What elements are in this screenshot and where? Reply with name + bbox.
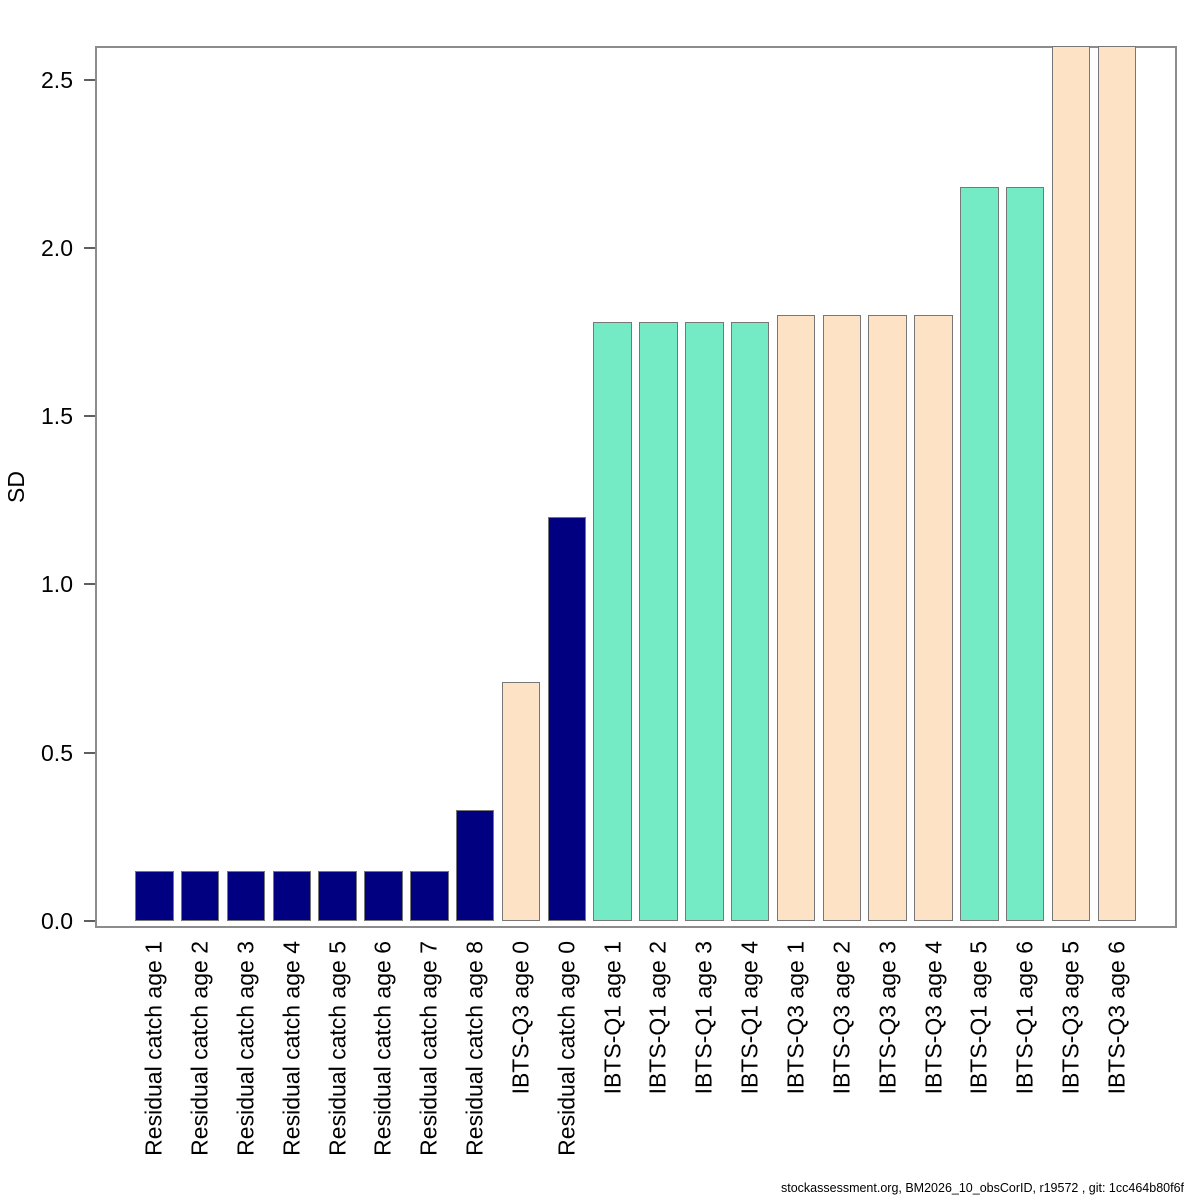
y-axis-title: SD: [3, 471, 29, 503]
x-category-label: Residual catch age 3: [232, 941, 259, 1156]
bar: [1097, 46, 1137, 921]
x-category-label: Residual catch age 5: [324, 941, 351, 1156]
bar: [272, 870, 312, 921]
x-category-label: IBTS-Q1 age 4: [736, 941, 763, 1095]
y-tick-mark: [84, 78, 95, 81]
bar: [364, 870, 403, 921]
bar: [318, 870, 357, 921]
x-category-label: Residual catch age 7: [415, 941, 442, 1156]
x-category-label: IBTS-Q1 age 6: [1011, 941, 1038, 1095]
y-tick-mark: [84, 583, 95, 586]
bar: [822, 315, 862, 921]
bar: [1005, 187, 1045, 921]
bar: [501, 682, 541, 921]
x-category-label: IBTS-Q1 age 2: [644, 941, 671, 1095]
bar: [180, 870, 220, 921]
x-category-label: IBTS-Q1 age 3: [690, 941, 717, 1095]
x-category-label: IBTS-Q1 age 5: [965, 941, 992, 1095]
bar: [685, 321, 724, 921]
y-tick-label: 2.5: [41, 66, 73, 93]
plot-area: [95, 46, 1177, 928]
footer-watermark: stockassessment.org, BM2026_10_obsCorID,…: [780, 1181, 1184, 1195]
x-category-label: Residual catch age 6: [369, 941, 396, 1156]
x-category-label: Residual catch age 4: [278, 941, 305, 1156]
bar: [547, 517, 587, 921]
bar: [868, 315, 907, 921]
y-tick-label: 1.0: [41, 571, 73, 598]
x-category-label: Residual catch age 1: [140, 941, 167, 1156]
x-category-label: IBTS-Q3 age 0: [507, 941, 534, 1095]
bar: [135, 870, 174, 921]
bar: [410, 870, 449, 921]
x-category-label: IBTS-Q3 age 3: [874, 941, 901, 1095]
bar: [593, 321, 632, 921]
x-category-label: IBTS-Q3 age 4: [920, 941, 947, 1095]
y-tick-mark: [84, 751, 95, 754]
y-tick-label: 2.0: [41, 234, 73, 261]
x-category-label: IBTS-Q3 age 5: [1057, 941, 1084, 1095]
y-tick-label: 0.5: [41, 739, 73, 766]
bar: [1051, 46, 1091, 921]
bar: [455, 809, 495, 921]
x-category-label: IBTS-Q3 age 1: [782, 941, 809, 1095]
bar: [226, 870, 266, 921]
bar: [639, 321, 678, 921]
x-category-label: IBTS-Q3 age 2: [828, 941, 855, 1095]
x-category-label: Residual catch age 2: [186, 941, 213, 1156]
x-category-label: Residual catch age 0: [553, 941, 580, 1156]
x-category-label: IBTS-Q1 age 1: [599, 941, 626, 1095]
x-category-label: IBTS-Q3 age 6: [1103, 941, 1130, 1095]
bar: [776, 315, 816, 921]
y-tick-label: 1.5: [41, 403, 73, 430]
x-category-label: Residual catch age 8: [461, 941, 488, 1156]
y-tick-mark: [84, 415, 95, 418]
bar: [914, 315, 953, 921]
y-tick-mark: [84, 246, 95, 249]
bar: [730, 321, 770, 921]
bar: [960, 187, 999, 921]
y-tick-mark: [84, 920, 95, 922]
y-tick-label: 0.0: [41, 908, 73, 934]
